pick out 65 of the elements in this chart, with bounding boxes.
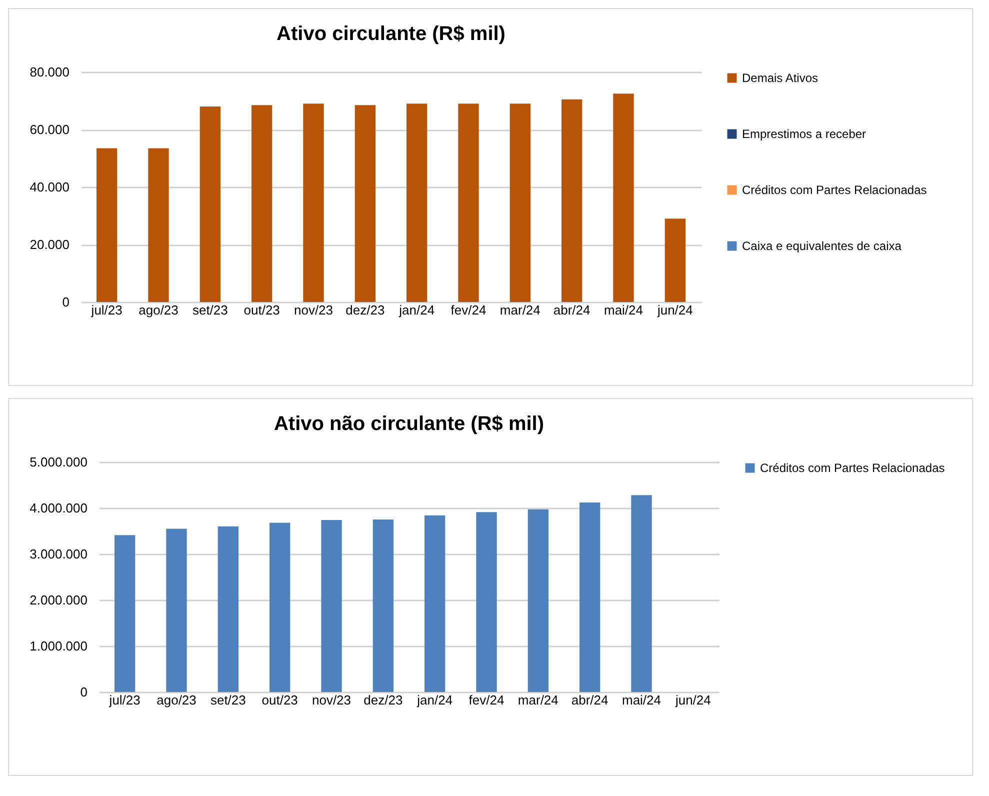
bar — [580, 502, 600, 692]
bar — [613, 94, 634, 302]
bar — [148, 148, 169, 302]
x-tick-label: jun/24 — [656, 302, 693, 318]
x-tick-label: out/23 — [244, 302, 280, 318]
x-tick-label: ago/23 — [138, 302, 178, 318]
bar — [321, 520, 342, 692]
bar — [562, 99, 582, 302]
y-tick-label: 20.000 — [30, 237, 70, 252]
bar — [372, 520, 394, 692]
x-tick-label: fev/24 — [450, 302, 486, 318]
x-tick-label: dez/23 — [364, 692, 403, 708]
bar — [270, 522, 290, 692]
legend-label: Emprestimos a receber — [742, 127, 866, 141]
bar — [631, 495, 652, 692]
y-tick-label: 2.000.000 — [30, 592, 88, 608]
bar — [166, 528, 187, 692]
x-tick-label: mai/24 — [622, 692, 662, 708]
x-tick-label: fev/24 — [468, 692, 504, 708]
bar — [476, 512, 497, 692]
bar — [96, 148, 118, 302]
x-tick-label: dez/23 — [346, 302, 385, 318]
legend-label: Demais Ativos — [742, 71, 818, 85]
legend-label: Créditos com Partes Relacionadas — [760, 461, 945, 475]
bar — [664, 218, 686, 302]
x-tick-label: abr/24 — [571, 692, 608, 708]
y-tick-label: 1.000.000 — [30, 638, 88, 654]
bar — [218, 526, 238, 692]
y-tick-label: 3.000.000 — [30, 546, 88, 562]
bar — [406, 104, 428, 302]
legend-label: Caixa e equivalentes de caixa — [742, 239, 902, 253]
y-tick-label: 4.000.000 — [30, 500, 88, 516]
x-tick-label: mai/24 — [604, 302, 644, 318]
x-tick-label: mar/24 — [518, 692, 558, 708]
x-tick-label: abr/24 — [553, 302, 590, 318]
y-tick-label: 80.000 — [30, 64, 70, 80]
bar — [354, 105, 376, 302]
x-tick-label: jan/24 — [416, 692, 453, 708]
bar — [303, 104, 324, 302]
x-tick-label: set/23 — [192, 302, 228, 318]
x-tick-label: jun/24 — [674, 692, 711, 708]
y-tick-label: 0 — [62, 294, 70, 310]
chart-title: Ativo circulante (R$ mil) — [276, 23, 506, 45]
x-tick-label: set/23 — [210, 692, 246, 708]
chart-title: Ativo não circulante (R$ mil) — [274, 413, 544, 435]
bar — [200, 106, 220, 302]
y-tick-label: 40.000 — [30, 180, 70, 194]
x-tick-label: jan/24 — [398, 302, 435, 318]
x-tick-label: out/23 — [262, 692, 298, 708]
legend-label: Créditos com Partes Relacionadas — [742, 183, 927, 197]
x-tick-label: jul/23 — [108, 692, 140, 708]
x-tick-label: jul/23 — [90, 302, 122, 318]
bar — [458, 104, 479, 302]
x-tick-label: mar/24 — [500, 302, 540, 318]
bar — [424, 515, 446, 692]
x-tick-label: ago/23 — [156, 692, 196, 708]
bar — [528, 509, 548, 692]
bar — [114, 535, 136, 692]
bar — [510, 104, 530, 302]
bar — [252, 105, 272, 302]
y-tick-label: 60.000 — [30, 122, 70, 137]
x-tick-label: nov/23 — [294, 302, 334, 318]
y-tick-label: 0 — [80, 684, 88, 700]
x-tick-label: nov/23 — [312, 692, 352, 708]
y-tick-label: 5.000.000 — [30, 454, 88, 470]
